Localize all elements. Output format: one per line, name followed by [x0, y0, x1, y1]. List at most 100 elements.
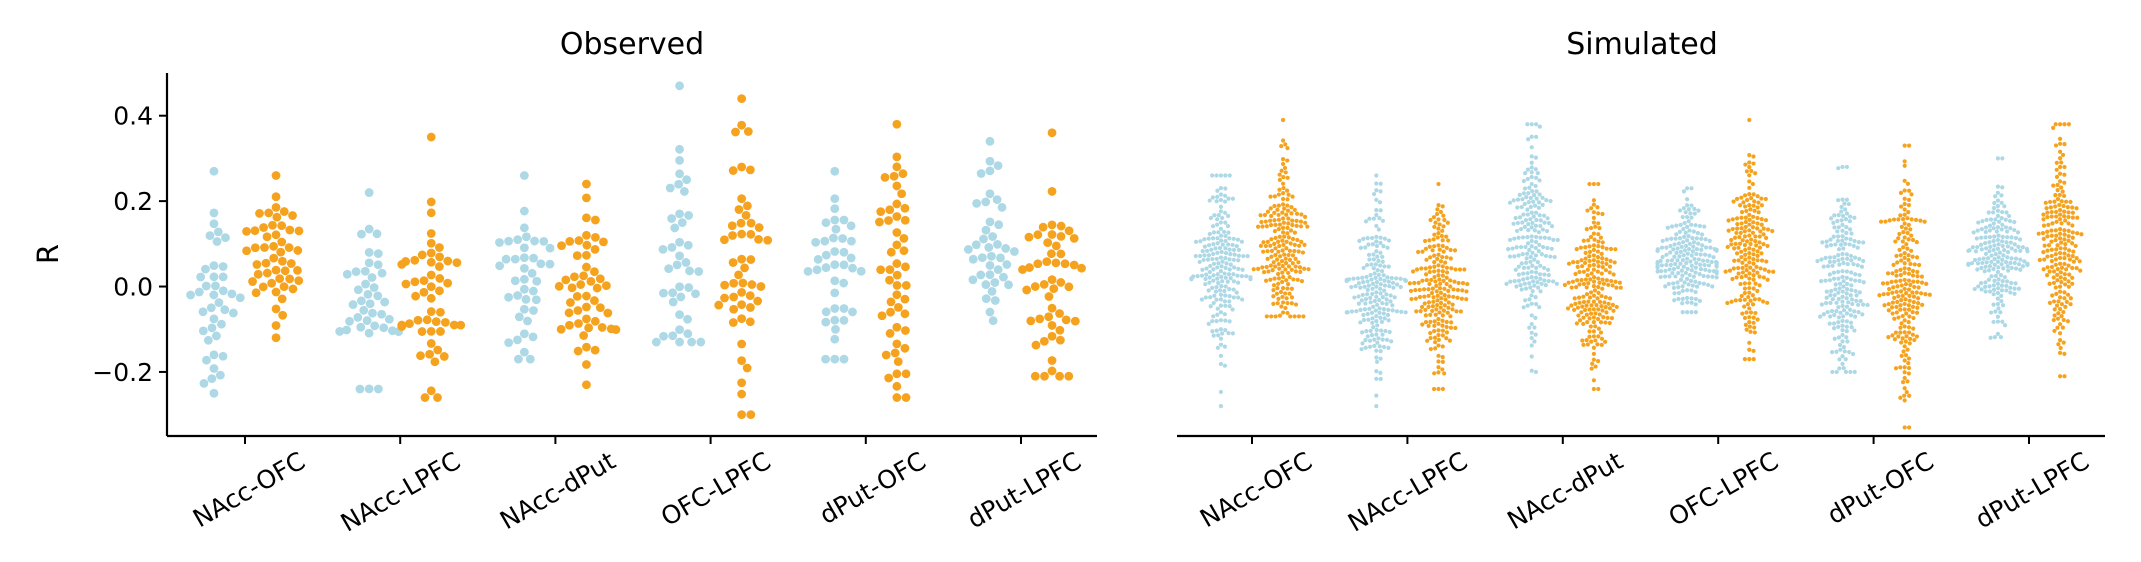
- swarm-point-orange-3: [1759, 251, 1764, 256]
- swarm-point-orange-4: [1883, 219, 1888, 224]
- swarm-point-light-5: [1992, 243, 1997, 248]
- swarm-point-light-0: [1216, 280, 1221, 286]
- swarm-point-light-0: [201, 264, 210, 274]
- swarm-point-light-5: [2017, 237, 2023, 242]
- swarm-point-light-0: [1207, 231, 1212, 237]
- swarm-point-orange-4: [1912, 284, 1917, 290]
- swarm-point-orange-0: [1275, 207, 1280, 212]
- swarm-point-light-0: [1207, 198, 1212, 203]
- swarm-point-light-1: [1377, 310, 1382, 315]
- swarm-point-orange-3: [1747, 165, 1752, 170]
- swarm-point-light-0: [1227, 173, 1232, 178]
- swarm-point-light-4: [1836, 315, 1841, 320]
- swarm-point-orange-5: [1051, 241, 1061, 251]
- swarm-point-orange-2: [1584, 312, 1589, 317]
- swarm-point-light-0: [1225, 223, 1231, 229]
- swarm-point-orange-3: [1734, 251, 1740, 256]
- swarm-point-light-5: [1995, 319, 2001, 324]
- swarm-point-orange-3: [1737, 203, 1743, 208]
- swarm-point-light-0: [1226, 230, 1231, 235]
- swarm-point-orange-0: [1279, 143, 1284, 149]
- swarm-point-light-4: [1836, 166, 1841, 171]
- swarm-point-orange-0: [1281, 242, 1286, 247]
- swarm-point-orange-2: [556, 324, 566, 334]
- swarm-point-light-4: [839, 260, 849, 270]
- swarm-point-orange-2: [1604, 246, 1609, 251]
- swarm-point-orange-4: [1904, 311, 1909, 316]
- swarm-point-light-2: [1529, 275, 1534, 280]
- swarm-point-light-1: [1366, 252, 1372, 257]
- swarm-point-light-1: [1360, 341, 1365, 346]
- swarm-point-orange-1: [456, 320, 466, 330]
- swarm-point-orange-5: [2060, 325, 2065, 330]
- swarm-point-light-5: [2002, 323, 2008, 328]
- swarm-point-light-0: [1218, 292, 1224, 297]
- swarm-point-orange-3: [1762, 267, 1767, 272]
- swarm-point-light-1: [1376, 258, 1381, 263]
- swarm-point-orange-3: [1725, 244, 1730, 250]
- swarm-point-orange-5: [2057, 141, 2063, 146]
- swarm-point-orange-3: [729, 292, 739, 302]
- swarm-point-light-1: [1374, 359, 1380, 364]
- swarm-point-orange-3: [1743, 224, 1748, 230]
- swarm-point-light-4: [1844, 324, 1849, 329]
- swarm-point-orange-0: [258, 282, 268, 292]
- swarm-point-light-0: [1206, 243, 1212, 248]
- swarm-point-light-0: [1215, 306, 1220, 311]
- swarm-point-light-5: [1982, 269, 1987, 274]
- swarm-point-light-0: [1211, 251, 1216, 257]
- swarm-point-orange-5: [2057, 231, 2063, 236]
- swarm-point-orange-0: [1302, 242, 1307, 247]
- swarm-point-orange-4: [1894, 273, 1899, 278]
- swarm-point-light-3: [1677, 229, 1682, 234]
- swarm-point-orange-4: [1902, 277, 1907, 283]
- swarm-point-orange-2: [1575, 264, 1580, 269]
- y-tick-label: −0.2: [92, 358, 153, 387]
- swarm-point-light-4: [1829, 288, 1834, 294]
- swarm-point-orange-2: [1596, 232, 1601, 237]
- swarm-point-light-3: [1685, 256, 1690, 261]
- swarm-point-orange-3: [1746, 294, 1751, 300]
- swarm-point-light-2: [1533, 234, 1539, 240]
- swarm-point-orange-5: [2066, 284, 2071, 289]
- swarm-point-light-4: [1838, 310, 1843, 315]
- swarm-point-light-5: [1987, 223, 1993, 228]
- swarm-point-orange-0: [1289, 295, 1295, 300]
- swarm-point-light-4: [1823, 278, 1828, 283]
- swarm-point-orange-1: [1426, 323, 1431, 329]
- swarm-point-light-0: [1223, 318, 1228, 323]
- swarm-point-orange-1: [417, 250, 427, 260]
- swarm-point-orange-3: [745, 165, 755, 175]
- swarm-point-orange-1: [1436, 252, 1441, 257]
- swarm-point-light-5: [2007, 218, 2013, 224]
- swarm-point-orange-0: [1294, 218, 1299, 223]
- swarm-point-orange-0: [1274, 291, 1280, 296]
- swarm-point-light-0: [209, 314, 219, 324]
- swarm-point-light-4: [821, 250, 831, 260]
- swarm-point-light-1: [1366, 317, 1371, 322]
- swarm-point-orange-0: [1281, 185, 1286, 191]
- swarm-point-orange-4: [1919, 274, 1925, 279]
- swarm-point-light-3: [675, 251, 684, 261]
- swarm-point-orange-5: [2046, 243, 2052, 248]
- swarm-point-orange-2: [1610, 283, 1615, 288]
- swarm-point-light-3: [675, 169, 684, 179]
- swarm-point-light-5: [1996, 306, 2001, 311]
- swarm-point-light-5: [2009, 235, 2014, 240]
- swarm-point-orange-5: [1064, 282, 1074, 292]
- swarm-point-light-5: [1976, 220, 1981, 225]
- swarm-point-orange-4: [1898, 253, 1903, 258]
- swarm-point-orange-3: [1750, 293, 1755, 298]
- swarm-point-light-3: [1676, 290, 1682, 296]
- swarm-point-orange-0: [1299, 212, 1304, 217]
- swarm-point-light-5: [1983, 264, 1988, 269]
- swarm-point-light-1: [1380, 254, 1385, 259]
- swarm-point-light-0: [1205, 248, 1210, 254]
- swarm-point-orange-3: [1734, 275, 1739, 280]
- swarm-point-light-5: [2002, 248, 2007, 253]
- swarm-point-light-0: [213, 227, 223, 237]
- swarm-point-light-1: [1365, 235, 1370, 241]
- swarm-point-orange-3: [1744, 263, 1749, 268]
- swarm-point-orange-3: [1755, 249, 1760, 254]
- swarm-point-light-2: [1533, 253, 1539, 258]
